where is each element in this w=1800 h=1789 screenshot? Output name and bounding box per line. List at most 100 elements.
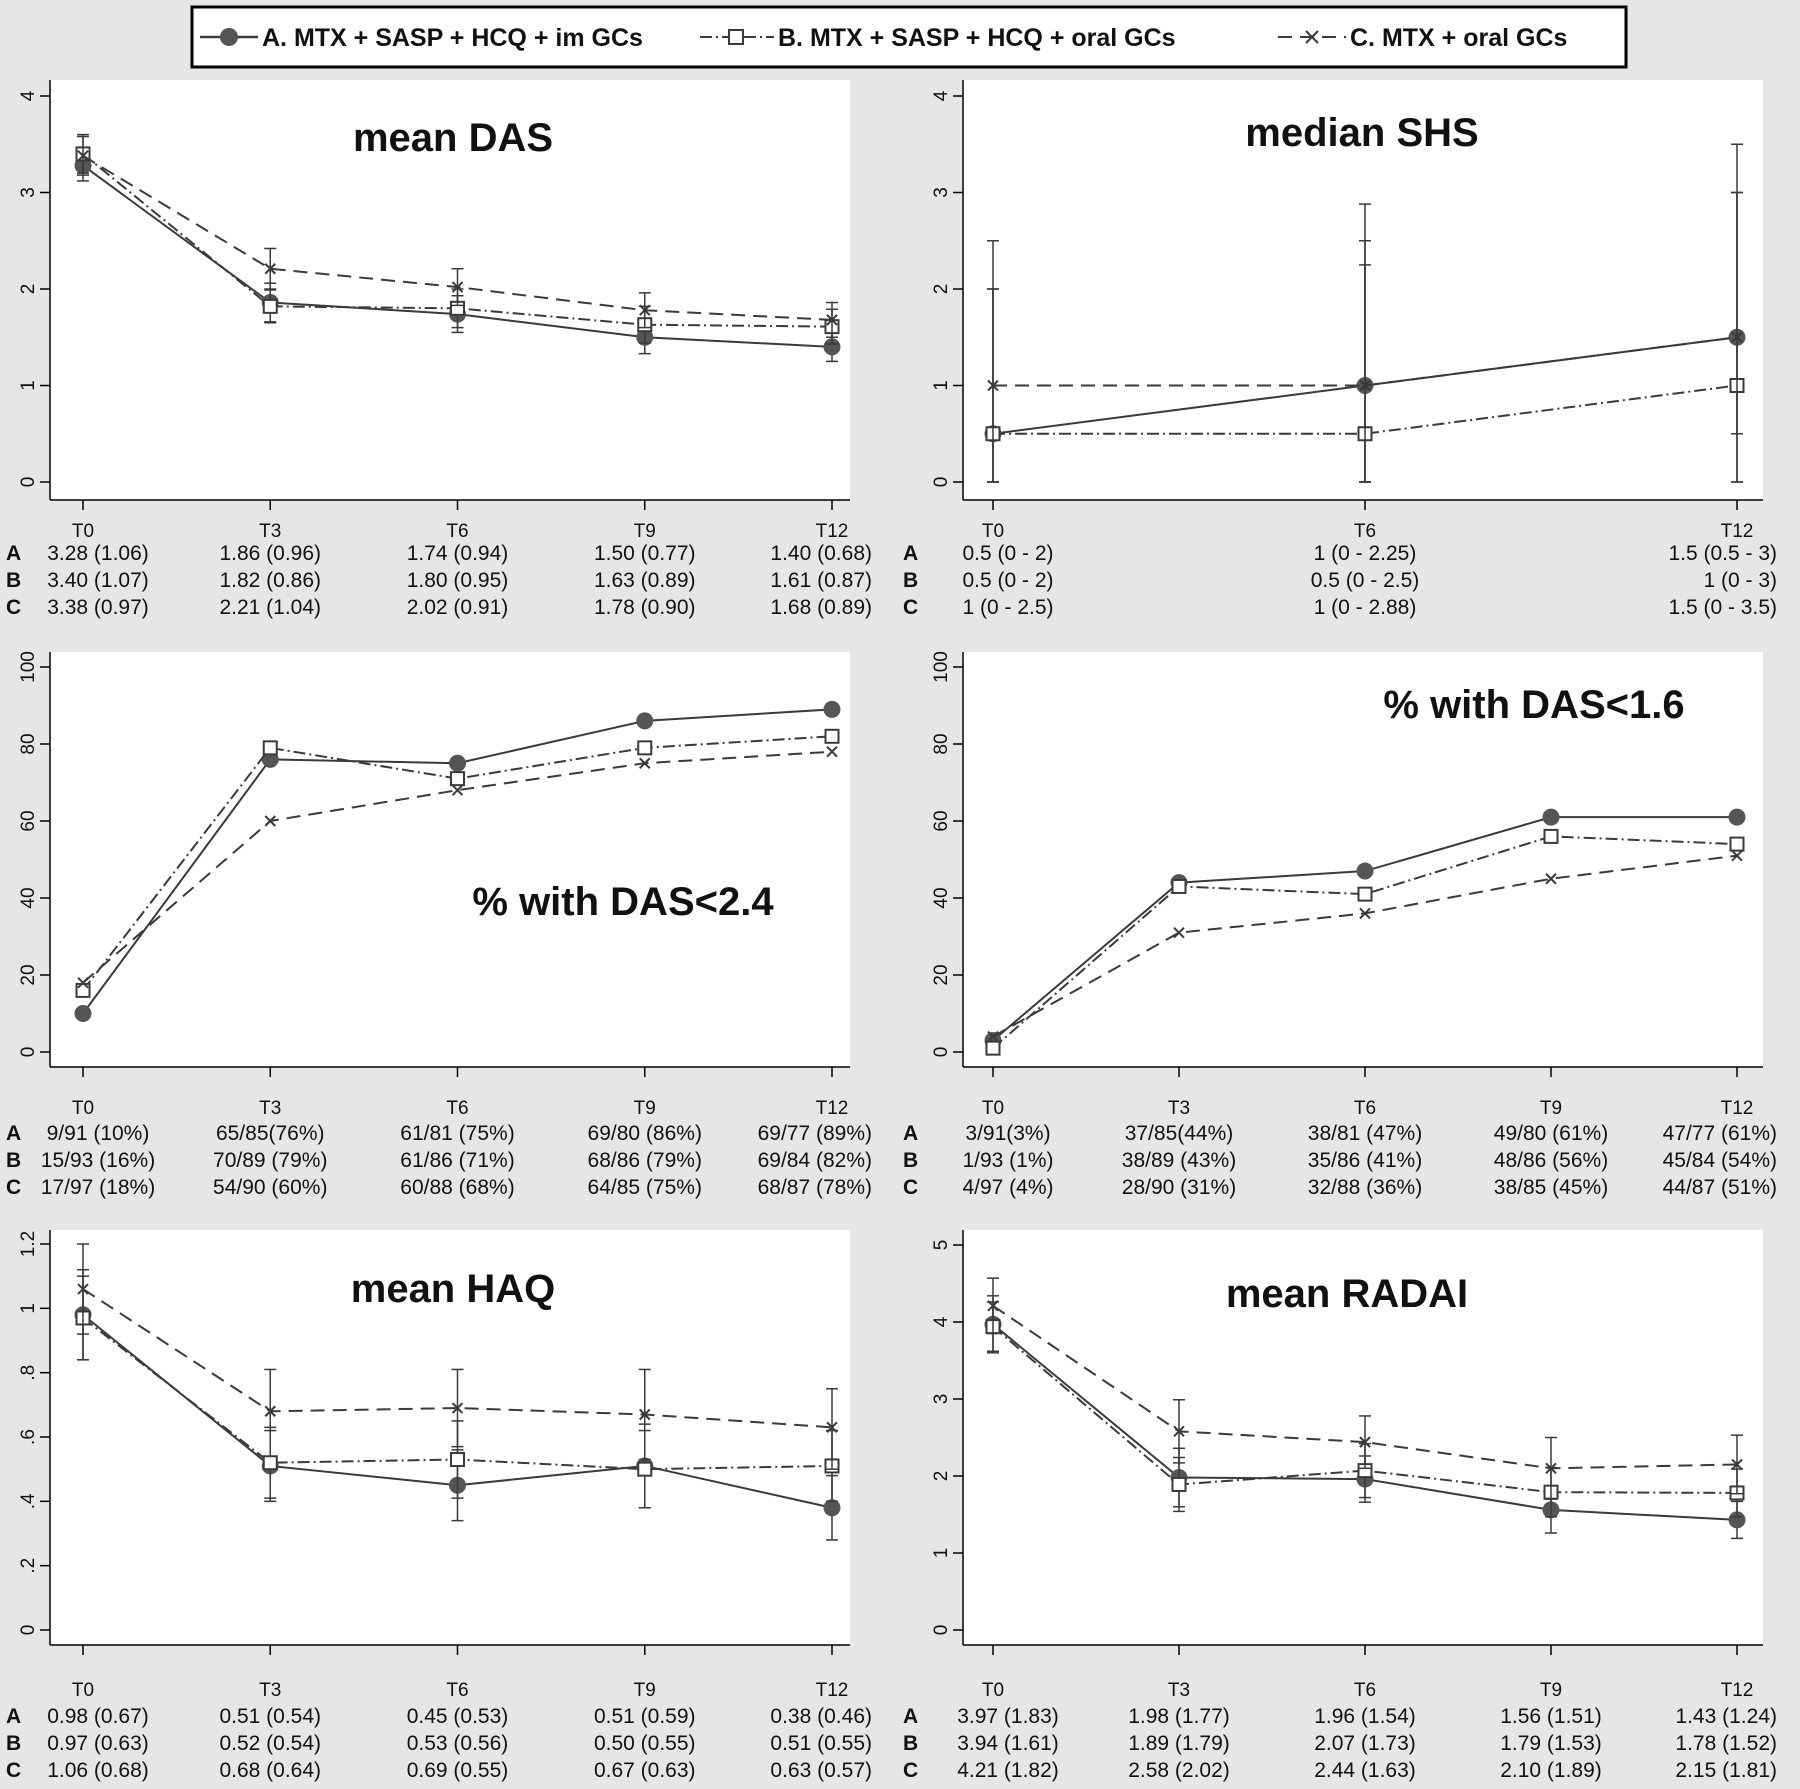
series-c: [77, 1243, 838, 1470]
table-cell: 4.21 (1.82): [957, 1759, 1059, 1782]
x-tick-label: T3: [259, 1098, 281, 1119]
data-point: [1171, 878, 1187, 894]
x-tick-label: T3: [259, 521, 281, 542]
data-point: [1728, 808, 1746, 826]
table-cell: 48/86 (56%): [1494, 1149, 1608, 1172]
data-point: [639, 1408, 651, 1421]
table-cell: 1.5 (0.5 - 3): [1668, 542, 1777, 565]
x-tick-label: T12: [1721, 1680, 1754, 1701]
y-tick-label: 3: [931, 187, 952, 198]
data-point-stroke: [1731, 849, 1743, 862]
data-point: [826, 1421, 838, 1434]
x-tick-label: T3: [1168, 1098, 1190, 1119]
series-c: [77, 745, 838, 989]
x-tick-label: T12: [816, 521, 849, 542]
data-point-stroke: [264, 1405, 276, 1417]
table-cell: 17/97 (18%): [41, 1176, 155, 1199]
table-cell: 15/93 (16%): [41, 1149, 155, 1172]
table-row-label: A: [903, 542, 918, 565]
data-point: [1359, 379, 1371, 392]
table-cell: 69/77 (89%): [758, 1122, 872, 1145]
data-point: [262, 1455, 278, 1471]
y-tick-label: 100: [18, 651, 39, 683]
panel-title: % with DAS<2.4: [472, 880, 774, 924]
table-row-label: C: [6, 1176, 21, 1199]
data-point: [1173, 926, 1185, 939]
data-point: [450, 1452, 465, 1468]
table-cell: 1.79 (1.53): [1500, 1732, 1602, 1755]
data-point: [1729, 836, 1745, 852]
table-cell: 1 (0 - 3): [1703, 569, 1777, 592]
data-point: [77, 150, 89, 162]
table-cell: 4/97 (4%): [962, 1176, 1053, 1199]
data-point-stroke: [826, 745, 838, 758]
table-cell: 3.28 (1.06): [47, 542, 149, 565]
data-point: [639, 757, 651, 769]
table-row-label: B: [903, 569, 918, 592]
table-row-label: C: [903, 1759, 918, 1782]
y-tick-label: .6: [18, 1429, 39, 1445]
y-tick-label: 1: [18, 380, 39, 391]
table-row-label: C: [6, 1759, 21, 1782]
data-point: [985, 1040, 1001, 1056]
data-point-stroke: [1359, 1436, 1371, 1448]
panel-title: % with DAS<1.6: [1383, 683, 1684, 727]
y-tick-label: 4: [18, 90, 39, 101]
table-cell: 3.97 (1.83): [957, 1705, 1059, 1728]
series-c: [987, 143, 1743, 483]
table-cell: 0.38 (0.46): [770, 1705, 872, 1728]
data-point-stroke: [451, 784, 464, 796]
table-row-label: C: [903, 1176, 918, 1199]
data-point: [264, 1405, 276, 1417]
table-cell: 68/87 (78%): [758, 1176, 872, 1199]
data-point-stroke: [1731, 1458, 1743, 1471]
table-cell: 1.68 (0.89): [770, 596, 872, 619]
y-tick-label: 0: [18, 1625, 39, 1636]
table-cell: 2.44 (1.63): [1314, 1759, 1416, 1782]
table-cell: 0.68 (0.64): [219, 1759, 321, 1782]
table-row-label: B: [903, 1149, 918, 1172]
table-cell: 1 (0 - 2.88): [1314, 596, 1417, 619]
data-point: [264, 263, 276, 275]
table-cell: 0.51 (0.59): [594, 1705, 696, 1728]
x-tick-label: T6: [446, 1098, 468, 1119]
plot-area: [50, 80, 850, 500]
y-tick-label: 80: [931, 733, 952, 754]
series-line: [82, 750, 833, 984]
x-tick-label: T6: [1354, 1098, 1376, 1119]
y-tick-label: 2: [931, 284, 952, 295]
table-cell: 69/80 (86%): [588, 1122, 702, 1145]
table-cell: 0.63 (0.57): [770, 1759, 872, 1782]
data-point: [826, 745, 838, 758]
legend-item-b: B. MTX + SASP + HCQ + oral GCs: [700, 24, 1176, 52]
table-cell: 0.5 (0 - 2.5): [1311, 569, 1420, 592]
legend: A. MTX + SASP + HCQ + im GCs B. MTX + SA…: [190, 5, 1628, 69]
y-tick-label: 20: [931, 964, 952, 985]
legend-marker-c: [1305, 30, 1319, 44]
table-row-label: C: [903, 596, 918, 619]
table-cell: 1.63 (0.89): [594, 569, 696, 592]
panel-title: median SHS: [1245, 111, 1478, 155]
table-cell: 35/86 (41%): [1308, 1149, 1422, 1172]
data-point-stroke: [1359, 379, 1371, 392]
table-cell: 2.21 (1.04): [219, 596, 321, 619]
table-cell: 1.89 (1.79): [1128, 1732, 1230, 1755]
data-point: [1545, 873, 1557, 885]
series-line: [992, 835, 1738, 1049]
data-point: [637, 740, 653, 756]
data-point-stroke: [264, 815, 276, 827]
x-tick-label: T9: [634, 521, 656, 542]
legend-label-a: A. MTX + SASP + HCQ + im GCs: [262, 24, 643, 52]
table-cell: 45/84 (54%): [1663, 1149, 1777, 1172]
x-tick-label: T0: [72, 521, 94, 542]
y-tick-label: 1: [931, 380, 952, 391]
data-point-stroke: [451, 281, 464, 293]
x-tick-label: T0: [982, 1680, 1004, 1701]
table-cell: 1.80 (0.95): [407, 569, 509, 592]
y-tick-label: 40: [18, 887, 39, 908]
x-tick-label: T12: [1721, 1098, 1754, 1119]
series-b: [75, 728, 840, 998]
data-point-stroke: [77, 150, 89, 162]
y-tick-label: .4: [18, 1493, 39, 1509]
table-cell: 60/88 (68%): [400, 1176, 514, 1199]
